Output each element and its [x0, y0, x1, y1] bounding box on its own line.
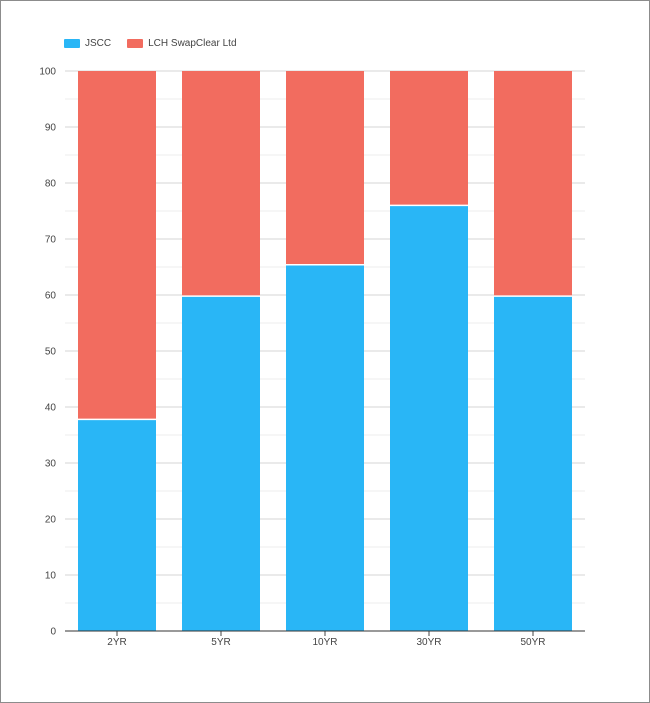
y-tick-label: 0	[50, 627, 56, 638]
bar-lch-2yr[interactable]	[78, 71, 156, 420]
y-tick-label: 30	[45, 459, 57, 470]
legend-item-lch[interactable]: LCH SwapClear Ltd	[127, 37, 237, 49]
bar-lch-10yr[interactable]	[286, 71, 364, 265]
y-tick-label: 50	[45, 347, 57, 358]
legend-label-lch: LCH SwapClear Ltd	[148, 37, 237, 49]
bar-jscc-30yr[interactable]	[390, 205, 468, 631]
legend-swatch-jscc	[64, 38, 80, 48]
bar-jscc-5yr[interactable]	[182, 296, 260, 631]
legend-label-jscc: JSCC	[85, 37, 112, 49]
bar-lch-5yr[interactable]	[182, 71, 260, 297]
y-tick-label: 60	[45, 291, 57, 302]
y-tick-label: 70	[45, 235, 57, 246]
bar-lch-50yr[interactable]	[494, 71, 572, 297]
x-tick-label: 30YR	[416, 637, 441, 648]
bar-jscc-10yr[interactable]	[286, 264, 364, 631]
bar-jscc-50yr[interactable]	[494, 296, 572, 631]
bar-lch-30yr[interactable]	[390, 71, 468, 206]
legend-item-jscc[interactable]: JSCC	[64, 38, 111, 49]
bar-jscc-2yr[interactable]	[78, 419, 156, 631]
legend: JSCC LCH SwapClear Ltd	[64, 36, 237, 50]
x-tick-label: 10YR	[312, 637, 337, 648]
y-tick-label: 10	[45, 571, 57, 582]
x-tick-label: 5YR	[211, 637, 230, 648]
y-tick-label: 90	[45, 123, 57, 134]
y-tick-label: 40	[45, 403, 57, 414]
y-tick-label: 20	[45, 515, 57, 526]
x-tick-label: 50YR	[520, 637, 545, 648]
x-tick-label: 2YR	[107, 637, 126, 648]
y-tick-label: 100	[39, 67, 56, 78]
y-tick-label: 80	[45, 179, 57, 190]
legend-swatch-lch	[127, 38, 144, 48]
